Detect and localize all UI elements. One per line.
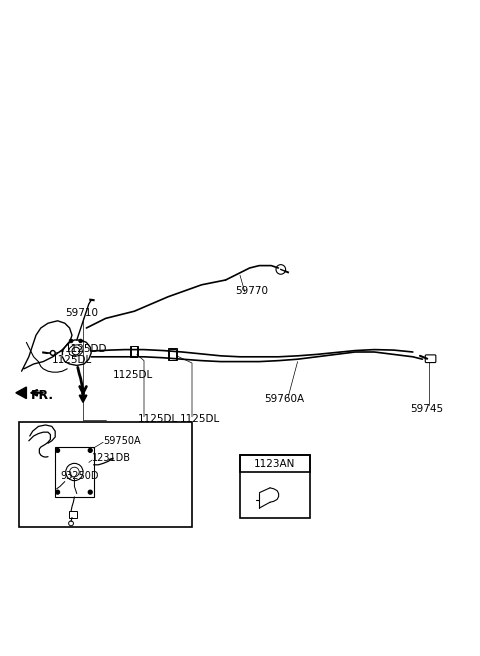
Text: 93250D: 93250D xyxy=(60,471,98,482)
Text: 1125DD: 1125DD xyxy=(65,344,108,354)
Bar xyxy=(240,455,310,518)
Bar xyxy=(131,346,138,356)
Bar xyxy=(55,447,94,497)
Text: 1123AN: 1123AN xyxy=(254,459,296,468)
Circle shape xyxy=(88,490,92,494)
Text: 59760A: 59760A xyxy=(264,394,304,404)
Text: 59710: 59710 xyxy=(65,308,98,318)
Bar xyxy=(168,348,177,360)
Text: 59745: 59745 xyxy=(410,404,444,414)
Circle shape xyxy=(69,339,73,343)
Text: 1231DB: 1231DB xyxy=(92,453,131,463)
Text: 59750A: 59750A xyxy=(103,436,141,446)
Text: FR.: FR. xyxy=(31,389,54,402)
Bar xyxy=(130,346,137,357)
Circle shape xyxy=(56,490,60,494)
Text: 1125DL: 1125DL xyxy=(52,354,92,365)
Text: 1125DL: 1125DL xyxy=(180,413,220,424)
Bar xyxy=(240,455,310,472)
Circle shape xyxy=(88,449,92,453)
Circle shape xyxy=(56,449,60,453)
Text: 1125DL: 1125DL xyxy=(138,413,178,424)
Text: 59770: 59770 xyxy=(235,287,268,297)
Bar xyxy=(19,422,192,527)
Text: 1125DL: 1125DL xyxy=(113,371,153,380)
Polygon shape xyxy=(16,387,26,399)
Bar xyxy=(169,349,176,359)
Circle shape xyxy=(79,339,83,343)
Bar xyxy=(69,511,77,518)
Polygon shape xyxy=(79,395,87,402)
